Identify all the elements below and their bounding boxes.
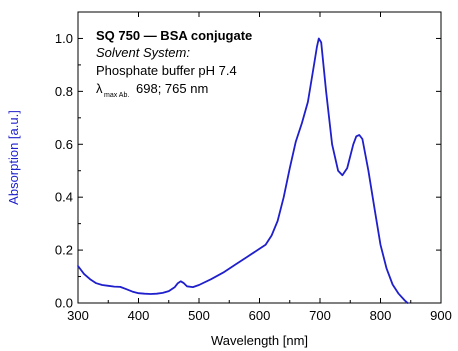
x-tick-label: 800 <box>370 308 392 323</box>
annotation-box: SQ 750 — BSA conjugate Solvent System: P… <box>96 28 252 99</box>
absorption-series-line <box>77 37 409 304</box>
series-layer <box>77 37 409 304</box>
x-tick-label: 400 <box>128 308 150 323</box>
y-tick-label: 0.2 <box>55 243 73 258</box>
x-tick-label: 700 <box>309 308 331 323</box>
y-axis-title: Absorption [a.u.] <box>6 110 21 205</box>
x-axis-ticks: 300 400 500 600 700 800 900 <box>67 12 452 323</box>
annotation-lambda-subscript: max Ab. <box>104 92 129 99</box>
y-axis-ticks: 0.0 0.2 0.4 0.6 0.8 1.0 <box>55 11 441 311</box>
y-tick-label: 0.0 <box>55 296 73 311</box>
annotation-lambda-symbol: λ <box>96 81 103 96</box>
x-tick-label: 500 <box>188 308 210 323</box>
x-tick-label: 900 <box>430 308 452 323</box>
y-tick-label: 1.0 <box>55 31 73 46</box>
annotation-title: SQ 750 — BSA conjugate <box>96 28 252 43</box>
annotation-buffer: Phosphate buffer pH 7.4 <box>96 63 237 78</box>
annotation-lambda-values: 698; 765 nm <box>136 81 208 96</box>
y-tick-label: 0.6 <box>55 137 73 152</box>
y-tick-label: 0.8 <box>55 84 73 99</box>
annotation-solvent-label: Solvent System: <box>96 45 190 60</box>
x-tick-label: 600 <box>249 308 271 323</box>
x-tick-label: 300 <box>67 308 89 323</box>
y-tick-label: 0.4 <box>55 190 73 205</box>
x-axis-title: Wavelength [nm] <box>211 333 308 348</box>
